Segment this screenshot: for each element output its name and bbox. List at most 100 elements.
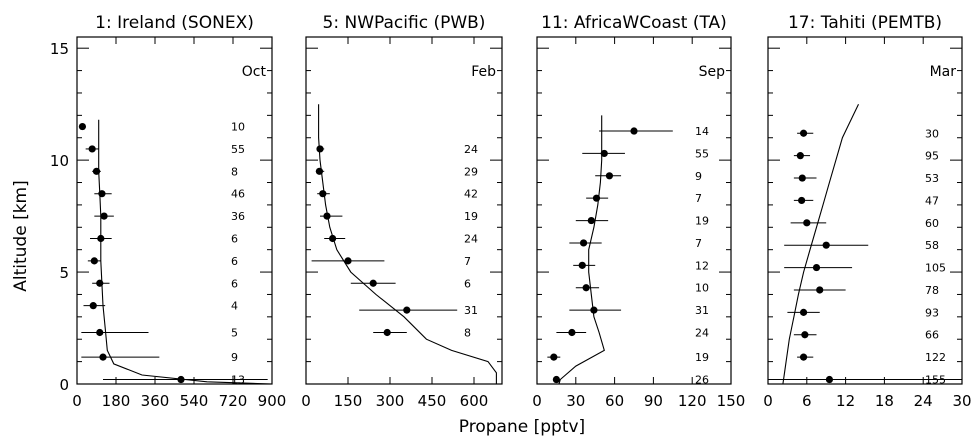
data-point — [812, 263, 821, 272]
panel-title: 5: NWPacific (PWB) — [323, 13, 486, 33]
sample-count-label: 36 — [231, 210, 245, 223]
data-point — [605, 172, 614, 180]
sample-count-label: 10 — [695, 282, 709, 295]
data-point — [799, 129, 808, 137]
data-point — [803, 219, 811, 227]
data-point — [587, 216, 595, 225]
data-point — [550, 353, 558, 361]
x-tick-label: 12 — [836, 392, 855, 410]
x-tick-label: 0 — [301, 392, 311, 410]
model-profile-line — [558, 115, 605, 385]
x-tick-label: 900 — [258, 392, 287, 410]
y-tick-label: 10 — [50, 152, 69, 170]
month-label: Feb — [471, 64, 496, 80]
sample-count-label: 58 — [925, 239, 939, 252]
x-tick-label: 360 — [141, 392, 170, 410]
plot-frame — [76, 36, 273, 385]
data-point — [344, 257, 352, 265]
data-point — [99, 353, 107, 361]
sample-count-label: 53 — [925, 172, 939, 185]
sample-count-label: 60 — [925, 217, 939, 230]
model-profile-line — [98, 119, 273, 385]
sample-count-label: 93 — [925, 306, 939, 319]
x-tick-label: 600 — [460, 392, 489, 410]
data-point — [319, 190, 327, 198]
chart-panel-2: 5: NWPacific (PWB) Feb 0 150 300 450 600 24 29 42… — [301, 13, 503, 410]
data-point — [323, 212, 331, 220]
x-tick-label: 540 — [180, 392, 209, 410]
x-tick-label: 120 — [678, 392, 707, 410]
data-point — [579, 239, 588, 247]
sample-count-label: 155 — [925, 374, 946, 387]
x-tick-label: 0 — [532, 392, 542, 410]
sample-count-label: 9 — [695, 170, 702, 183]
sample-count-label: 7 — [464, 255, 471, 268]
x-tick-label: 30 — [952, 392, 971, 410]
sample-count-label: 24 — [464, 232, 478, 245]
sample-count-label: 29 — [464, 165, 478, 178]
sample-count-label: 55 — [695, 147, 709, 160]
sample-count-label: 6 — [231, 277, 238, 290]
sample-count-label: 24 — [695, 327, 709, 340]
sample-count-label: 42 — [464, 188, 478, 201]
sample-count-label: 95 — [925, 150, 939, 163]
sample-count-label: 31 — [464, 304, 478, 317]
x-tick-label: 18 — [875, 392, 894, 410]
data-point — [825, 375, 834, 384]
data-point — [88, 145, 96, 153]
sample-count-label: 9 — [231, 351, 238, 364]
x-tick-label: 30 — [566, 392, 585, 410]
x-tick-label: 300 — [376, 392, 405, 410]
sample-count-label: 6 — [231, 255, 238, 268]
plot-frame — [767, 36, 963, 385]
y-tick-label: 15 — [50, 40, 69, 58]
sample-count-label: 47 — [925, 194, 939, 207]
sample-count-label: 31 — [695, 304, 709, 317]
sample-count-label: 6 — [231, 232, 238, 245]
data-point — [568, 328, 576, 337]
panel-title: 11: AfricaWCoast (TA) — [541, 13, 727, 33]
data-point — [98, 190, 106, 198]
data-point — [329, 234, 337, 243]
sample-count-label: 19 — [464, 210, 478, 223]
data-point — [369, 279, 377, 287]
x-tick-label: 720 — [219, 392, 248, 410]
sample-count-label: 5 — [231, 327, 238, 340]
data-point — [798, 174, 806, 182]
sample-count-label: 19 — [695, 351, 709, 364]
chart-panel-4: 17: Tahiti (PEMTB) Mar 0 6 12 18 24 30 30 95 53 47 6… — [763, 13, 971, 410]
chart-panel-3: 11: AfricaWCoast (TA) Sep 0 30 60 90 120 150 14 5… — [532, 13, 745, 410]
data-point — [816, 286, 824, 294]
x-tick-label: 150 — [717, 392, 746, 410]
data-point — [798, 196, 806, 205]
data-point — [801, 331, 809, 339]
sample-count-label: 12 — [695, 259, 709, 272]
data-point — [592, 194, 601, 202]
data-point — [89, 302, 97, 310]
data-point — [97, 234, 105, 243]
sample-count-label: 6 — [464, 277, 471, 290]
data-point — [96, 328, 104, 337]
x-axis-label: Propane [pptv] — [459, 417, 585, 437]
data-point — [822, 241, 830, 249]
data-point — [582, 284, 590, 292]
data-point — [552, 375, 561, 384]
model-profile-line — [782, 103, 859, 385]
plot-frame — [536, 36, 732, 385]
sample-count-label: 14 — [695, 125, 709, 138]
sample-count-label: 55 — [231, 143, 245, 156]
data-point — [630, 127, 638, 135]
sample-count-label: 19 — [695, 215, 709, 228]
sample-count-label: 7 — [695, 237, 702, 250]
sample-count-label: 10 — [231, 121, 245, 134]
sample-count-label: 7 — [695, 192, 702, 205]
data-point — [799, 353, 808, 361]
x-tick-label: 150 — [334, 392, 363, 410]
data-point — [578, 261, 586, 269]
data-point — [600, 149, 608, 158]
month-label: Oct — [242, 64, 267, 80]
sample-count-label: 13 — [231, 374, 245, 387]
data-point — [90, 257, 98, 265]
y-tick-label: 5 — [59, 264, 69, 282]
